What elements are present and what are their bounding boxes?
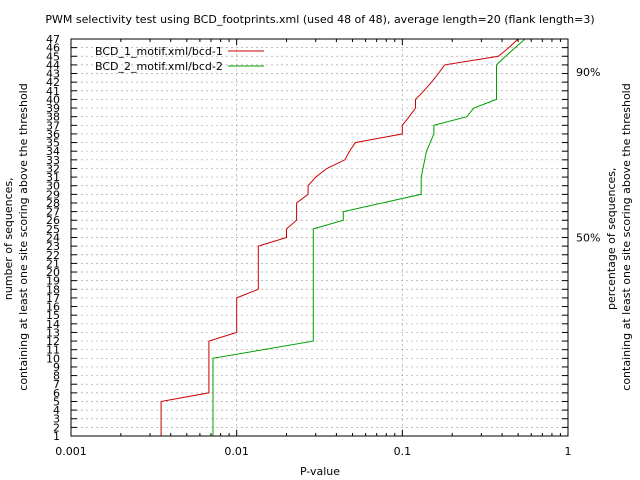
- y-tick-label: 40: [46, 93, 60, 106]
- series-line-bcd-1: [160, 38, 523, 436]
- x-axis-ticks: 0.001 0.01 0.1 1: [55, 39, 572, 458]
- legend-label-bcd-2: BCD_2_motif.xml/bcd-2: [95, 60, 223, 73]
- y-tick-label: 22: [46, 249, 60, 262]
- y-tick-label: 15: [46, 309, 60, 322]
- y-tick-label: 39: [46, 102, 60, 115]
- y2-tick-label: 50%: [576, 232, 600, 245]
- y-tick-label: 23: [46, 240, 60, 253]
- x-axis-label: P-value: [300, 465, 340, 478]
- chart-title: PWM selectivity test using BCD_footprint…: [45, 13, 594, 26]
- y2-axis-label-line-1: percentage of sequences,: [605, 168, 618, 310]
- x-tick-label: 0.01: [224, 445, 249, 458]
- y-tick-label: 8: [53, 370, 60, 383]
- y2-axis-ticks: 50% 90%: [576, 66, 600, 245]
- y2-axis-label: percentage of sequences, containing at l…: [605, 83, 633, 390]
- y-tick-label: 45: [46, 50, 60, 63]
- y-axis-label: number of sequences, containing at least…: [2, 83, 30, 390]
- series-line-bcd-2: [212, 38, 534, 436]
- y-tick-label: 43: [46, 68, 60, 81]
- y-tick-label: 46: [46, 42, 60, 55]
- y-tick-label: 24: [46, 232, 60, 245]
- y-tick-label: 32: [46, 162, 60, 175]
- y-tick-label: 9: [53, 361, 60, 374]
- y-tick-label: 6: [53, 387, 60, 400]
- y-tick-label: 27: [46, 206, 60, 219]
- y-tick-label: 30: [46, 180, 60, 193]
- y-axis-ticks: 1234567891011121314151617181920212223242…: [46, 33, 568, 443]
- y-tick-label: 28: [46, 197, 60, 210]
- y-tick-label: 11: [46, 344, 60, 357]
- legend: BCD_1_motif.xml/bcd-1 BCD_2_motif.xml/bc…: [95, 45, 264, 73]
- y-tick-label: 21: [46, 257, 60, 270]
- y-axis-label-line-1: number of sequences,: [2, 177, 15, 300]
- y-tick-label: 19: [46, 275, 60, 288]
- y-tick-label: 34: [46, 145, 60, 158]
- y-tick-label: 31: [46, 171, 60, 184]
- y-tick-label: 1: [53, 430, 60, 443]
- x-tick-label: 0.001: [55, 445, 87, 458]
- y-tick-label: 36: [46, 128, 60, 141]
- y-tick-label: 25: [46, 223, 60, 236]
- y-tick-label: 12: [46, 335, 60, 348]
- y-tick-label: 5: [53, 395, 60, 408]
- y-tick-label: 42: [46, 76, 60, 89]
- plot-frame: [70, 38, 569, 437]
- y-tick-label: 29: [46, 188, 60, 201]
- x-tick-label: 1: [565, 445, 572, 458]
- grid-lines: [70, 38, 569, 437]
- y-tick-label: 2: [53, 421, 60, 434]
- y-tick-label: 14: [46, 318, 60, 331]
- y-axis-label-line-2: containing at least one site scoring abo…: [17, 83, 30, 390]
- y-tick-label: 16: [46, 301, 60, 314]
- y-tick-label: 41: [46, 85, 60, 98]
- y-tick-label: 37: [46, 119, 60, 132]
- y-tick-label: 38: [46, 111, 60, 124]
- y-tick-label: 44: [46, 59, 60, 72]
- y-tick-label: 7: [53, 378, 60, 391]
- y-tick-label: 20: [46, 266, 60, 279]
- y2-tick-label: 90%: [576, 66, 600, 79]
- y-tick-label: 17: [46, 292, 60, 305]
- y-tick-label: 26: [46, 214, 60, 227]
- y-tick-label: 4: [53, 404, 60, 417]
- y-tick-label: 18: [46, 283, 60, 296]
- y-tick-label: 47: [46, 33, 60, 46]
- x-tick-label: 0.1: [394, 445, 412, 458]
- y2-axis-label-line-2: containing at least one site scoring abo…: [620, 83, 633, 390]
- y-tick-label: 13: [46, 326, 60, 339]
- legend-label-bcd-1: BCD_1_motif.xml/bcd-1: [95, 45, 223, 58]
- y-tick-label: 10: [46, 352, 60, 365]
- y-tick-label: 33: [46, 154, 60, 167]
- series-lines: [160, 38, 534, 436]
- y-tick-label: 3: [53, 413, 60, 426]
- y-tick-label: 35: [46, 137, 60, 150]
